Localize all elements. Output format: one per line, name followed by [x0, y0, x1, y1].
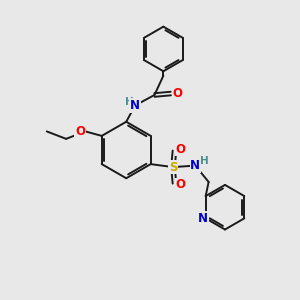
- Text: O: O: [75, 125, 85, 138]
- Text: H: H: [200, 156, 209, 166]
- Text: N: N: [198, 212, 208, 225]
- Text: H: H: [125, 97, 134, 107]
- Text: N: N: [190, 159, 200, 172]
- Text: N: N: [130, 99, 140, 112]
- Text: O: O: [176, 178, 185, 191]
- Text: O: O: [176, 143, 185, 156]
- Text: S: S: [169, 160, 177, 174]
- Text: O: O: [172, 87, 182, 100]
